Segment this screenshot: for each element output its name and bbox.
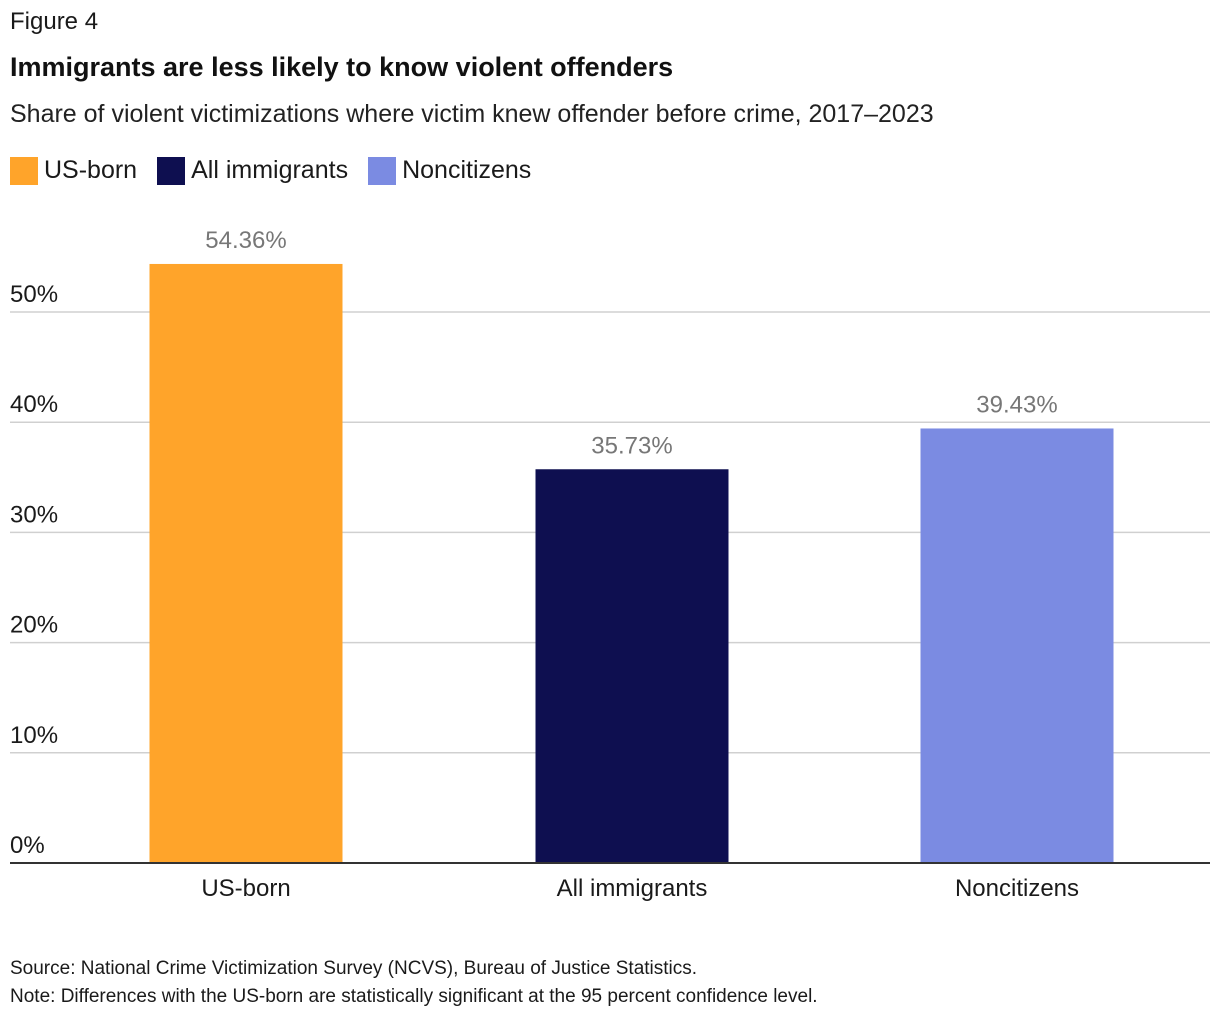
category-label-us-born: US-born (201, 875, 290, 902)
bar-chart: 0% 10% 20% 30% 40% 50% 54.36% 35.73% 39.43% US-… (10, 227, 1210, 902)
legend-swatch-all-immigrants (157, 156, 186, 185)
bar-all-immigrants (535, 469, 729, 863)
legend: US-born All immigrants Noncitizens (10, 156, 551, 185)
y-tick-label-40: 40% (10, 391, 58, 418)
y-tick-label-20: 20% (10, 612, 58, 639)
y-tick-label-50: 50% (10, 281, 58, 308)
figure-label: Figure 4 (10, 8, 99, 35)
legend-label-us-born: US-born (44, 156, 138, 184)
y-tick-label-0: 0% (10, 832, 45, 859)
chart-subtitle: Share of violent victimizations where vi… (10, 100, 934, 128)
legend-item-noncitizens: Noncitizens (368, 156, 531, 185)
legend-swatch-noncitizens (368, 156, 397, 185)
data-label-us-born: 54.36% (205, 227, 286, 254)
legend-item-us-born: US-born (10, 156, 137, 185)
y-tick-label-30: 30% (10, 501, 58, 528)
legend-swatch-us-born (10, 156, 38, 185)
legend-label-noncitizens: Noncitizens (402, 156, 532, 184)
legend-item-all-immigrants: All immigrants (157, 156, 348, 185)
bars (149, 263, 1114, 864)
bar-noncitizens (920, 428, 1114, 863)
y-tick-label-10: 10% (10, 722, 58, 749)
data-labels: 54.36% 35.73% 39.43% (205, 227, 1057, 459)
x-axis-category-labels: US-born All immigrants Noncitizens (201, 875, 1079, 902)
source-note: Source: National Crime Victimization Sur… (10, 958, 698, 979)
chart-title: Immigrants are less likely to know viole… (10, 52, 674, 82)
bar-us-born (149, 263, 343, 864)
category-label-all-immigrants: All immigrants (557, 875, 708, 902)
data-label-noncitizens: 39.43% (976, 391, 1057, 418)
data-label-all-immigrants: 35.73% (591, 432, 672, 459)
category-label-noncitizens: Noncitizens (955, 875, 1079, 902)
y-axis-tick-labels: 0% 10% 20% 30% 40% 50% (10, 281, 58, 859)
legend-label-all-immigrants: All immigrants (191, 156, 349, 184)
significance-note: Note: Differences with the US-born are s… (10, 986, 818, 1007)
